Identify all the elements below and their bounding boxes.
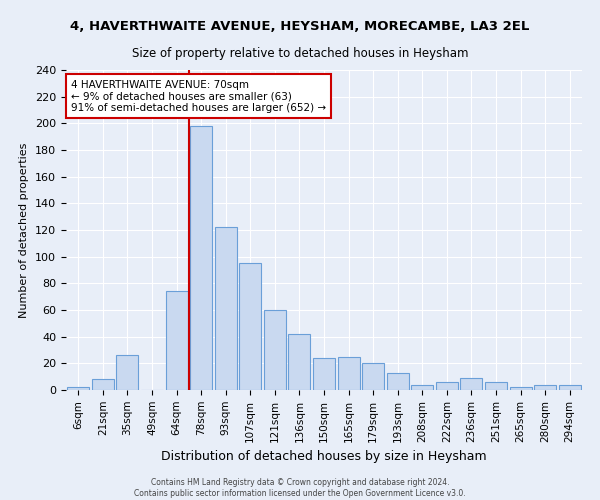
- Text: Size of property relative to detached houses in Heysham: Size of property relative to detached ho…: [132, 48, 468, 60]
- Bar: [485, 382, 507, 390]
- Bar: [534, 384, 556, 390]
- Bar: [239, 264, 262, 390]
- Bar: [67, 388, 89, 390]
- Bar: [313, 358, 335, 390]
- X-axis label: Distribution of detached houses by size in Heysham: Distribution of detached houses by size …: [161, 450, 487, 463]
- Bar: [386, 372, 409, 390]
- Bar: [411, 384, 433, 390]
- Text: 4, HAVERTHWAITE AVENUE, HEYSHAM, MORECAMBE, LA3 2EL: 4, HAVERTHWAITE AVENUE, HEYSHAM, MORECAM…: [70, 20, 530, 33]
- Y-axis label: Number of detached properties: Number of detached properties: [19, 142, 29, 318]
- Bar: [116, 356, 139, 390]
- Bar: [92, 380, 114, 390]
- Bar: [559, 384, 581, 390]
- Bar: [289, 334, 310, 390]
- Text: Contains HM Land Registry data © Crown copyright and database right 2024.
Contai: Contains HM Land Registry data © Crown c…: [134, 478, 466, 498]
- Bar: [436, 382, 458, 390]
- Bar: [166, 292, 188, 390]
- Bar: [460, 378, 482, 390]
- Bar: [264, 310, 286, 390]
- Bar: [215, 228, 237, 390]
- Bar: [190, 126, 212, 390]
- Bar: [362, 364, 384, 390]
- Bar: [338, 356, 359, 390]
- Text: 4 HAVERTHWAITE AVENUE: 70sqm
← 9% of detached houses are smaller (63)
91% of sem: 4 HAVERTHWAITE AVENUE: 70sqm ← 9% of det…: [71, 80, 326, 113]
- Bar: [509, 388, 532, 390]
